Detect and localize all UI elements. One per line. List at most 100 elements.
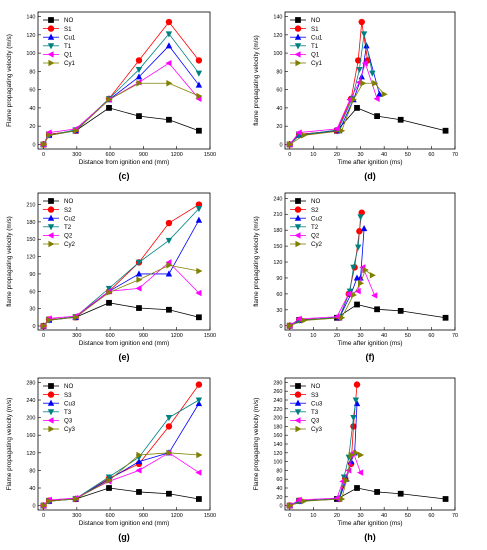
- x-tick-label: 900: [139, 513, 148, 519]
- legend-marker: [47, 409, 55, 416]
- y-tick-label: 80: [276, 69, 282, 75]
- data-point: [362, 266, 369, 274]
- data-point: [196, 451, 203, 459]
- panel-label: (f): [366, 352, 375, 362]
- y-tick-label: 200: [26, 416, 35, 422]
- data-point: [195, 81, 203, 88]
- data-point: [354, 301, 360, 308]
- data-point: [135, 259, 143, 266]
- x-tick-label: 30: [357, 152, 363, 158]
- chart-panel: 0 300 600 900 1200 1500 0 20 40 60 80 100 120 140 Dist…: [6, 11, 216, 181]
- x-tick-label: 30: [357, 333, 363, 339]
- y-tick-label: 0: [32, 504, 35, 510]
- x-axis-label: Distance from ignition end (mm): [79, 340, 170, 347]
- data-point: [196, 314, 202, 321]
- data-point: [196, 127, 202, 134]
- data-point: [135, 285, 142, 292]
- data-point: [339, 495, 346, 503]
- y-tick-label: 20: [276, 124, 282, 130]
- x-axis-label: Distance from ignition end (mm): [79, 159, 170, 166]
- series-Cu2: [286, 225, 368, 329]
- data-point: [166, 490, 172, 497]
- y-tick-label: 160: [273, 433, 282, 439]
- series-line: [43, 33, 200, 145]
- x-tick-label: 20: [334, 152, 340, 158]
- data-point: [166, 262, 173, 269]
- legend-marker: [294, 214, 302, 221]
- y-tick-label: 150: [273, 244, 282, 250]
- y-tick-label: 240: [273, 196, 282, 202]
- y-tick-label: 60: [29, 88, 35, 94]
- y-tick-label: 200: [273, 416, 282, 422]
- legend-marker: [294, 399, 302, 406]
- y-tick-label: 160: [26, 433, 35, 439]
- data-point: [195, 289, 202, 297]
- x-tick-label: 900: [139, 333, 148, 339]
- plot-frame: [37, 192, 211, 331]
- data-point: [397, 308, 404, 314]
- legend-entry: Cy1: [311, 60, 323, 67]
- legend-marker: [295, 198, 301, 204]
- data-point: [301, 498, 308, 505]
- legend-marker: [48, 240, 55, 248]
- legend-marker: [47, 51, 54, 58]
- y-tick-label: 120: [273, 451, 282, 457]
- data-point: [376, 90, 383, 97]
- x-tick-label: 20: [334, 513, 340, 519]
- data-point: [287, 502, 294, 509]
- data-point: [165, 237, 173, 244]
- legend-marker: [47, 25, 55, 32]
- x-tick-label: 70: [452, 152, 458, 158]
- data-point: [374, 306, 380, 313]
- data-point: [339, 314, 346, 321]
- y-tick-label: 260: [273, 389, 282, 395]
- x-tick-label: 40: [381, 333, 387, 339]
- y-tick-label: 0: [32, 324, 35, 330]
- legend-entry: T1: [64, 43, 72, 50]
- x-tick-label: 10: [310, 333, 316, 339]
- y-tick-label: 60: [276, 292, 282, 298]
- y-tick-label: 120: [26, 451, 35, 457]
- legend-entry: Cy1: [64, 60, 76, 67]
- data-point: [196, 92, 203, 100]
- data-point: [195, 70, 203, 77]
- data-point: [195, 397, 203, 404]
- data-point: [397, 490, 404, 497]
- data-point: [195, 469, 202, 476]
- legend-marker: [294, 232, 301, 239]
- series-line: [289, 487, 446, 506]
- data-point: [135, 467, 142, 474]
- data-point: [136, 451, 143, 459]
- data-point: [333, 125, 340, 133]
- legend-entry: Q2: [64, 233, 73, 240]
- x-tick-label: 900: [139, 152, 148, 158]
- x-tick-label: 600: [106, 152, 115, 158]
- data-point: [46, 132, 53, 139]
- legend-entry: Q3: [64, 418, 73, 425]
- legend-marker: [295, 383, 301, 389]
- data-point: [354, 485, 360, 491]
- x-tick-label: 0: [288, 333, 291, 339]
- series-Q1: [40, 59, 202, 148]
- legend-entry: NO: [64, 17, 73, 24]
- data-point: [350, 264, 357, 271]
- data-point: [73, 314, 80, 321]
- legend-entry: T1: [311, 43, 319, 50]
- data-point: [195, 381, 203, 388]
- series-Cy3: [287, 449, 365, 509]
- data-point: [358, 73, 365, 80]
- y-tick-label: 90: [276, 276, 282, 282]
- data-point: [106, 289, 113, 296]
- legend-entry: Cy3: [64, 426, 76, 433]
- series-T3: [286, 397, 360, 510]
- y-tick-label: 240: [26, 398, 35, 404]
- y-tick-label: 0: [32, 142, 35, 148]
- data-point: [166, 449, 173, 456]
- legend-entry: Q2: [311, 233, 320, 240]
- legend-entry: NO: [64, 383, 73, 390]
- series-NO: [286, 105, 449, 148]
- data-point: [135, 73, 143, 80]
- y-axis-label: Flame propagating velocity (m/s): [253, 398, 260, 491]
- y-tick-label: 0: [279, 142, 282, 148]
